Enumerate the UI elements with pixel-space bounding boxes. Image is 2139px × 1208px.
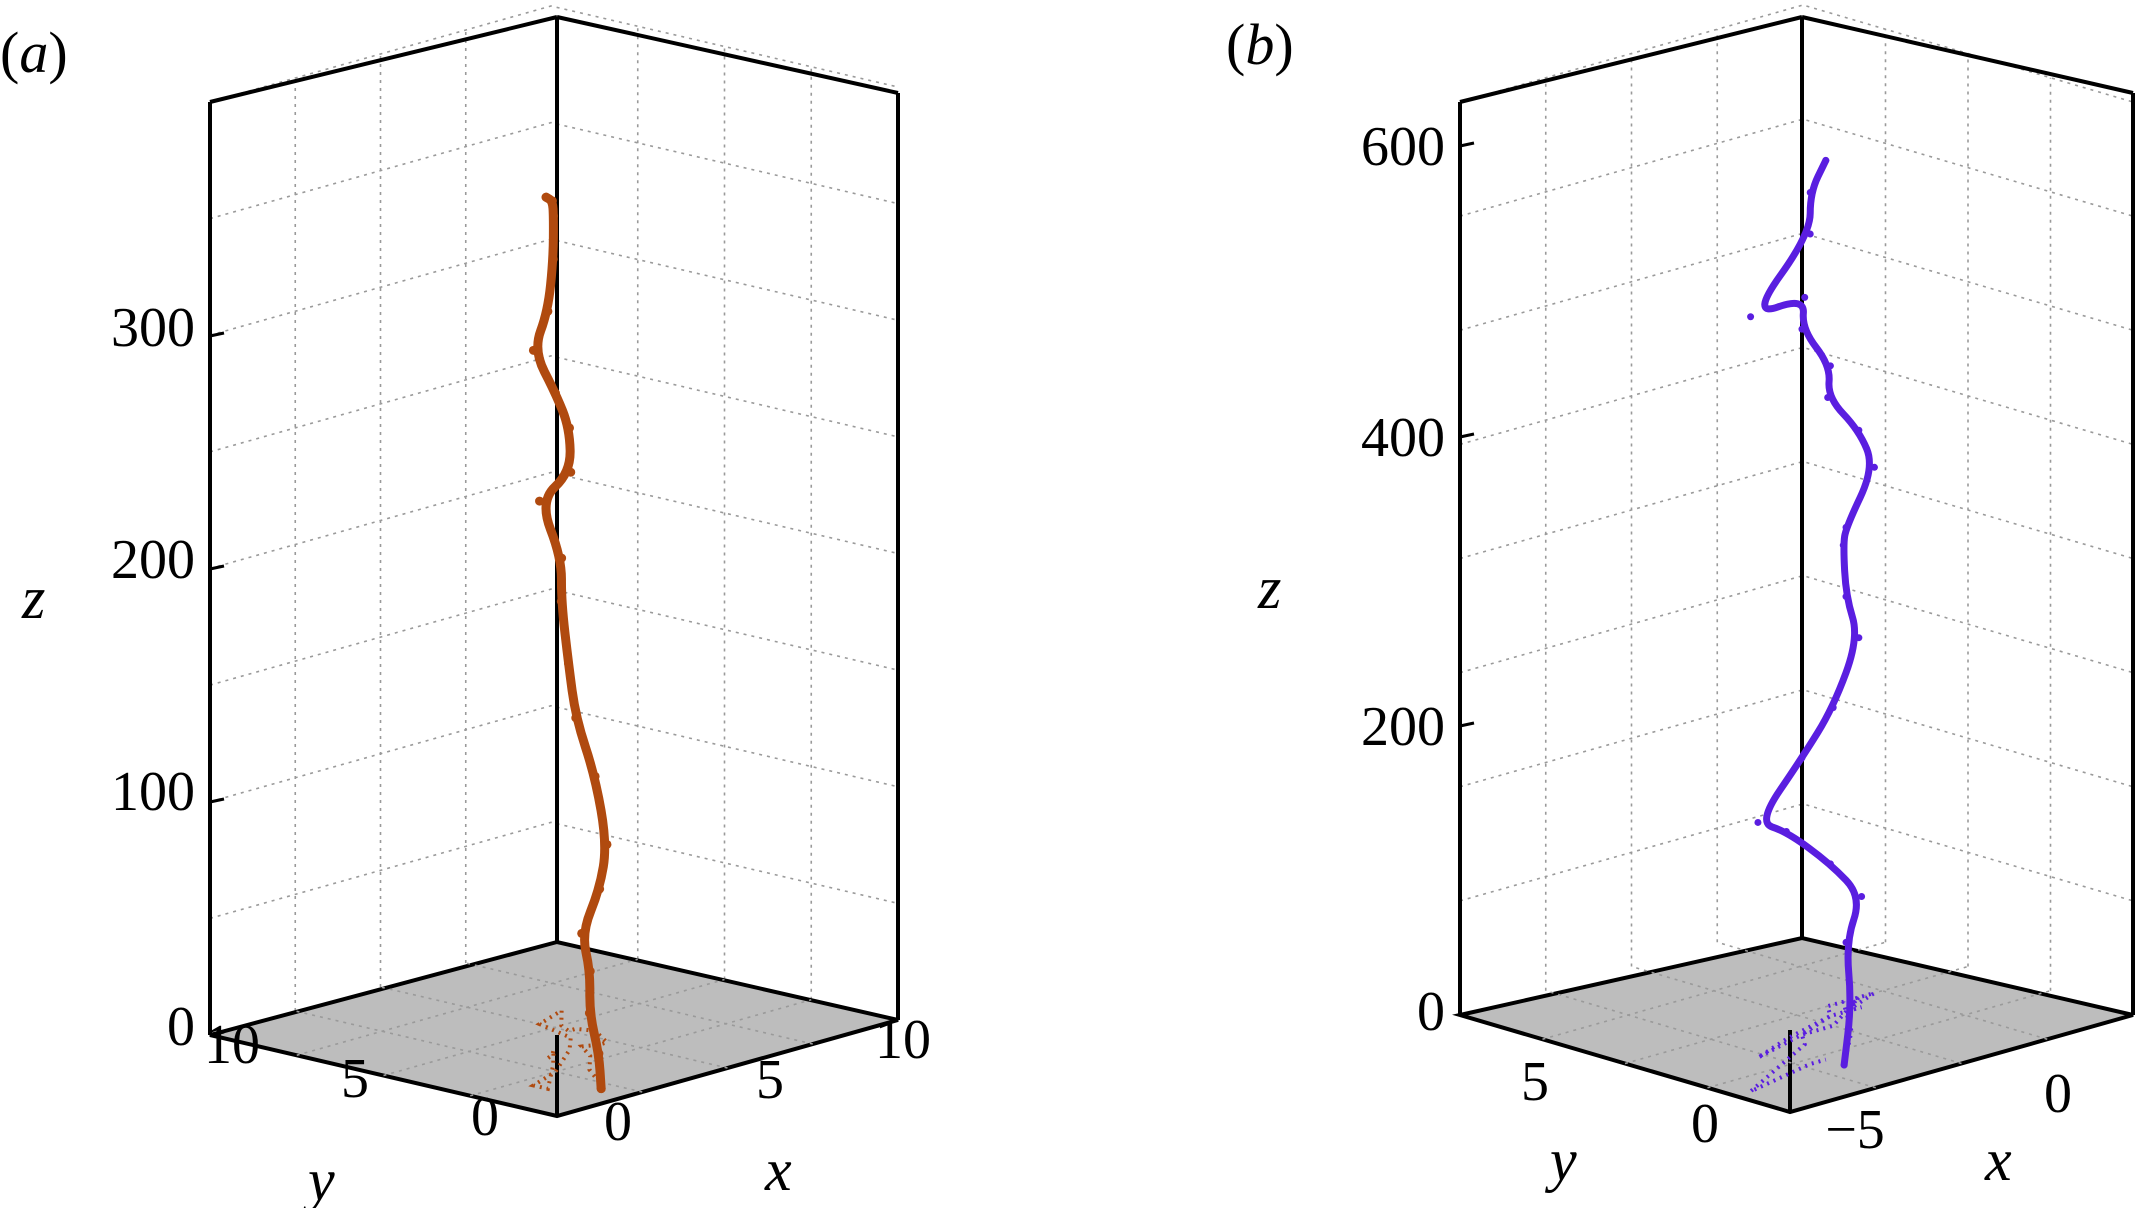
panel-b-y-ticks: 50 <box>1521 1051 1719 1155</box>
trajectory-point <box>1829 704 1837 712</box>
trajectory-point <box>1826 362 1834 370</box>
trajectory-point <box>577 928 587 938</box>
z-tick-mark <box>1459 1010 1475 1017</box>
trajectory-point <box>1754 818 1762 826</box>
floor-projection-line <box>1749 991 1876 1094</box>
trajectory-point <box>1842 938 1850 946</box>
trajectory-point <box>571 713 581 723</box>
trajectory-point <box>602 839 612 849</box>
z-tick-label: 0 <box>167 996 195 1058</box>
trajectory-point <box>541 192 551 202</box>
x-tick-label: 0 <box>2044 1063 2072 1125</box>
trajectory-point <box>585 966 595 976</box>
z-tick-label: 200 <box>111 529 195 591</box>
panel-a: (a) 0 100 200 300 0 5 10 10 5 0 z y x <box>0 5 931 1208</box>
z-tick-label: 100 <box>111 761 195 823</box>
y-tick-label: 5 <box>1521 1051 1549 1113</box>
z-tick-mark <box>1459 432 1475 439</box>
trajectory-point <box>1806 230 1814 238</box>
panel-b-trajectory <box>1747 156 1878 1069</box>
z-tick-mark <box>209 331 225 338</box>
panel-b-z-ticks: 0 200 400 600 <box>1361 116 1475 1043</box>
x-tick-label: 0 <box>604 1091 632 1153</box>
panel-a-label: (a) <box>0 20 68 85</box>
trajectory-point <box>1801 293 1809 301</box>
panel-a-x-ticks: 0 5 10 <box>604 1009 931 1153</box>
trajectory-point <box>1747 313 1755 321</box>
trajectory-point <box>565 423 575 433</box>
trajectory-point <box>1806 188 1814 196</box>
panel-a-trajectory <box>528 192 612 1094</box>
trajectory-line <box>1761 156 1873 1069</box>
z-tick-mark <box>1459 721 1475 728</box>
trajectory-point <box>594 1049 604 1059</box>
trajectory-point <box>528 345 538 355</box>
panel-b-label: (b) <box>1226 12 1294 77</box>
panel-b-floor-projection <box>1542 941 2051 1094</box>
panel-a-gridlines <box>209 5 899 1011</box>
trajectory-point <box>1782 828 1790 836</box>
trajectory-point <box>1839 541 1847 549</box>
trajectory-point <box>1826 860 1834 868</box>
z-tick-label: 0 <box>1417 981 1445 1043</box>
x-tick-label: −5 <box>1825 1099 1885 1161</box>
trajectory-point <box>548 254 558 264</box>
x-tick-label: 10 <box>875 1009 931 1071</box>
x-tick-label: 5 <box>756 1049 784 1111</box>
trajectory-point <box>563 658 573 668</box>
y-tick-label: 0 <box>471 1086 499 1148</box>
z-tick-mark <box>1459 141 1475 148</box>
trajectory-point <box>1858 892 1866 900</box>
trajectory-point <box>596 1084 606 1094</box>
trajectory-point <box>566 467 576 477</box>
trajectory-point <box>584 1008 594 1018</box>
z-tick-mark <box>209 797 225 804</box>
trajectory-point <box>1855 634 1863 642</box>
panel-b-x-label: x <box>1984 1127 2012 1193</box>
trajectory-point <box>1842 593 1850 601</box>
trajectory-point <box>1855 426 1863 434</box>
z-tick-mark <box>209 1030 225 1037</box>
panel-a-floor-projection <box>295 958 813 1097</box>
panel-b-y-label: y <box>1544 1127 1577 1193</box>
y-tick-label: 0 <box>1691 1093 1719 1155</box>
trajectory-point <box>1870 463 1878 471</box>
panel-b-box <box>1458 15 2135 1112</box>
panel-b-floor <box>1452 935 2134 1115</box>
panel-a-y-ticks: 10 5 0 <box>204 1014 499 1148</box>
trajectory-point <box>1824 394 1832 402</box>
trajectory-point <box>1798 325 1806 333</box>
z-tick-label: 200 <box>1361 696 1445 758</box>
trajectory-point <box>590 771 600 781</box>
trajectory-point <box>1822 156 1830 164</box>
trajectory-point <box>595 884 605 894</box>
z-tick-label: 600 <box>1361 116 1445 178</box>
panel-b-z-label: z <box>1257 555 1281 621</box>
y-tick-label: 5 <box>341 1048 369 1110</box>
trajectory-point <box>535 496 545 506</box>
panel-a-x-label: x <box>764 1137 792 1203</box>
trajectory-point <box>1798 754 1806 762</box>
trajectory-point <box>1848 1000 1855 1007</box>
z-tick-label: 300 <box>111 297 195 359</box>
trajectory-point <box>549 211 559 221</box>
panel-a-z-label: z <box>21 565 45 631</box>
panel-a-y-label: y <box>302 1147 335 1208</box>
z-tick-label: 400 <box>1361 407 1445 469</box>
trajectory-point <box>557 553 567 563</box>
trajectory-point <box>551 388 560 398</box>
trajectory-point <box>556 596 566 606</box>
y-tick-label: 10 <box>204 1014 260 1076</box>
panel-b-x-ticks: −5 0 <box>1825 1063 2072 1161</box>
trajectory-point <box>543 306 553 316</box>
z-tick-mark <box>209 564 225 571</box>
panel-a-z-ticks: 0 100 200 300 <box>111 297 225 1058</box>
floor-projection-line <box>528 1006 611 1092</box>
panel-b-gridlines <box>1459 4 2134 991</box>
trajectory-point <box>1840 1061 1848 1069</box>
trajectory-point <box>1842 523 1850 531</box>
